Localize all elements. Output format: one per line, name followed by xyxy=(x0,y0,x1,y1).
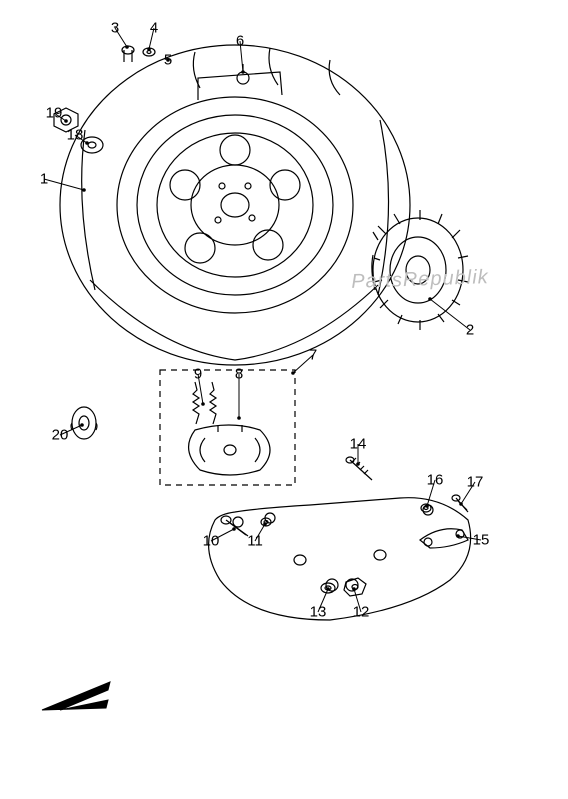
leader-line xyxy=(255,524,265,541)
brake-spring xyxy=(193,382,216,424)
leader-line xyxy=(293,355,313,373)
parts-diagram-svg xyxy=(0,0,568,799)
leader-line xyxy=(430,299,470,330)
brake-shoe-kit xyxy=(160,370,295,485)
brake-adjuster xyxy=(346,457,372,480)
leader-line xyxy=(149,28,154,49)
clutch-hub xyxy=(372,210,468,330)
leader-line xyxy=(54,113,66,121)
leader-line xyxy=(198,374,203,404)
leader-line xyxy=(44,179,84,190)
view-direction-arrow xyxy=(42,682,110,710)
axle-washer xyxy=(81,137,103,153)
brake-cam-lever xyxy=(420,529,468,548)
spacer-washer xyxy=(71,407,97,439)
crankcase-cover xyxy=(209,498,471,620)
rear-wheel-assembly xyxy=(60,45,410,365)
leader-line xyxy=(211,529,234,541)
leader-line xyxy=(115,28,127,47)
leader-line xyxy=(354,589,361,612)
leader-line xyxy=(461,482,475,504)
leader-line xyxy=(427,480,435,506)
leader-line xyxy=(318,589,328,612)
